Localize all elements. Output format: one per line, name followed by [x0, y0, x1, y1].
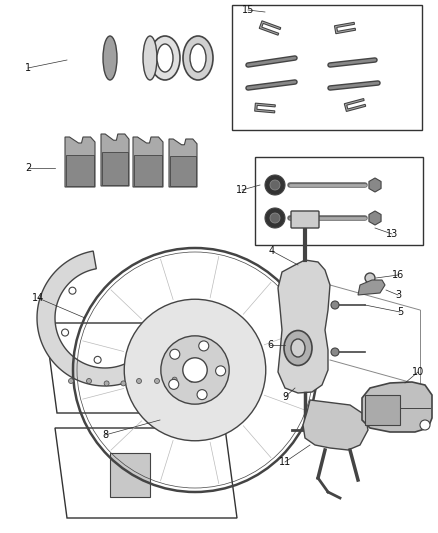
Polygon shape — [133, 137, 163, 187]
Circle shape — [197, 390, 207, 400]
Circle shape — [69, 287, 76, 294]
Text: 4: 4 — [269, 246, 275, 256]
Text: 1: 1 — [25, 63, 31, 73]
Text: 16: 16 — [392, 270, 404, 280]
Text: 12: 12 — [236, 185, 248, 195]
Text: 11: 11 — [279, 457, 291, 467]
Ellipse shape — [265, 208, 285, 228]
Polygon shape — [170, 156, 196, 186]
Circle shape — [155, 378, 159, 384]
Ellipse shape — [157, 44, 173, 72]
Polygon shape — [278, 260, 330, 393]
Text: 10: 10 — [412, 367, 424, 377]
Polygon shape — [169, 139, 197, 187]
Circle shape — [94, 357, 101, 364]
Text: 8: 8 — [102, 430, 108, 440]
Polygon shape — [101, 134, 129, 186]
Polygon shape — [254, 103, 276, 113]
Polygon shape — [362, 382, 432, 432]
Circle shape — [169, 379, 179, 389]
Ellipse shape — [190, 44, 206, 72]
Ellipse shape — [291, 339, 305, 357]
Polygon shape — [134, 155, 162, 186]
Circle shape — [172, 377, 177, 382]
Circle shape — [161, 336, 229, 404]
Polygon shape — [344, 99, 366, 111]
Polygon shape — [55, 428, 237, 518]
Polygon shape — [358, 280, 385, 295]
Circle shape — [124, 299, 266, 441]
Text: 15: 15 — [242, 5, 254, 15]
Ellipse shape — [150, 36, 180, 80]
Text: 9: 9 — [282, 392, 288, 402]
Text: 2: 2 — [25, 163, 31, 173]
Polygon shape — [102, 152, 128, 185]
Polygon shape — [65, 137, 95, 187]
Ellipse shape — [265, 175, 285, 195]
Circle shape — [170, 349, 180, 359]
Text: 3: 3 — [395, 290, 401, 300]
Polygon shape — [303, 400, 368, 450]
Circle shape — [183, 358, 207, 382]
Ellipse shape — [331, 348, 339, 356]
Ellipse shape — [270, 180, 280, 190]
Ellipse shape — [284, 330, 312, 366]
Polygon shape — [37, 251, 149, 386]
Circle shape — [86, 378, 92, 384]
Bar — [232, 5, 422, 130]
Circle shape — [199, 341, 209, 351]
Ellipse shape — [103, 36, 117, 80]
Circle shape — [215, 366, 226, 376]
FancyBboxPatch shape — [291, 211, 319, 228]
Bar — [365, 395, 400, 425]
Circle shape — [365, 273, 375, 283]
Circle shape — [189, 377, 194, 382]
Ellipse shape — [143, 36, 157, 80]
Polygon shape — [335, 22, 356, 34]
Circle shape — [121, 381, 126, 386]
Text: 6: 6 — [267, 340, 273, 350]
Circle shape — [104, 381, 109, 386]
Ellipse shape — [183, 36, 213, 80]
Polygon shape — [45, 323, 242, 413]
Text: 13: 13 — [386, 229, 398, 239]
Circle shape — [68, 378, 74, 384]
Ellipse shape — [331, 301, 339, 309]
Circle shape — [420, 420, 430, 430]
Text: 5: 5 — [397, 307, 403, 317]
Bar — [255, 157, 423, 245]
Polygon shape — [66, 155, 95, 186]
Circle shape — [137, 378, 141, 384]
Text: 14: 14 — [32, 293, 44, 303]
Polygon shape — [110, 453, 150, 497]
Polygon shape — [259, 21, 281, 35]
Ellipse shape — [270, 213, 280, 223]
Circle shape — [62, 329, 69, 336]
